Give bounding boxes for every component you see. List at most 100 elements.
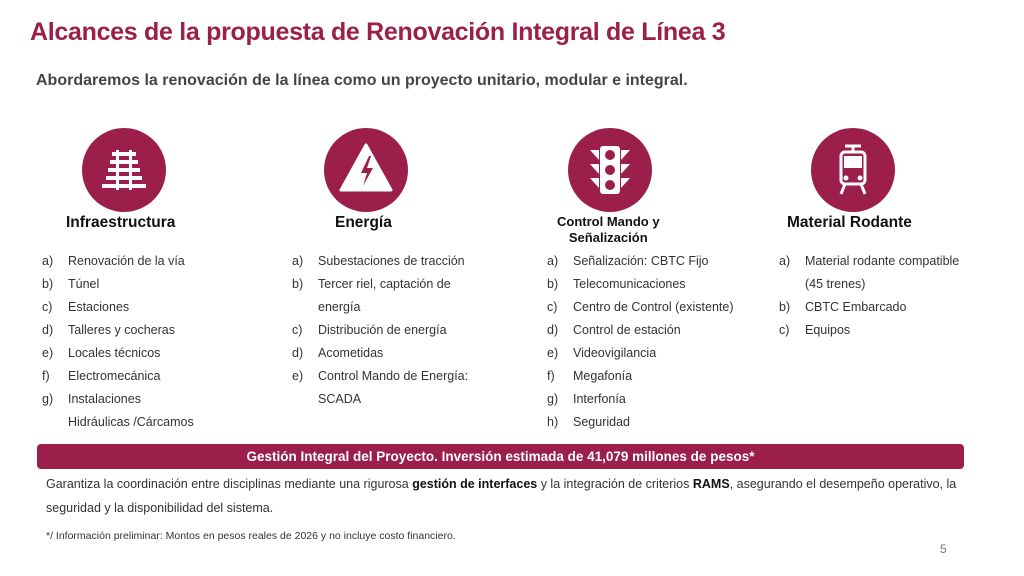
item-text: Estaciones [68,300,130,314]
item-text: Tercer riel, captación de [318,277,451,291]
text-run: y la integración de criterios [537,477,693,491]
item-text: Seguridad [573,415,630,429]
list-item: a) Señalización: CBTC Fijo [547,250,734,273]
item-text: (45 trenes) [805,277,866,291]
list-item: c) Equipos [779,319,959,342]
column-title: Infraestructura [66,214,176,231]
list-item: c) Distribución de energía [292,319,468,342]
item-list: a) Subestaciones de tracción b) Tercer rie… [292,250,468,411]
item-text: Control de estación [573,323,681,337]
item-text: Material rodante compatible [805,254,960,268]
item-list: a) Renovación de la vía b) Túnel c) Estacio… [42,250,194,434]
footnote: */ Información preliminar: Montos en pes… [46,530,456,542]
list-item: b) CBTC Embarcado [779,296,959,319]
item-text: Control Mando de Energía: [318,369,469,383]
item-letter: b) [779,300,791,314]
train-icon [811,128,895,212]
item-letter: f) [42,369,50,383]
list-item: e) Videovigilancia [547,342,734,365]
list-item: energía [292,296,468,319]
item-letter: d) [292,346,304,360]
high-voltage-icon [324,128,408,212]
item-letter: b) [292,277,304,291]
list-item: f) Megafonía [547,365,734,388]
item-text: Electromecánica [68,369,161,383]
investment-banner: Gestión Integral del Proyecto. Inversión… [37,444,964,469]
item-text: Distribución de energía [318,323,447,337]
column-title-line: Señalización [568,230,648,245]
column-title: Energía [335,214,392,231]
item-list: a) Material rodante compatible (45 trenes… [779,250,959,342]
item-text: energía [318,300,361,314]
column-title: Control Mando y Señalización [557,214,660,246]
item-letter: c) [42,300,53,314]
item-letter: b) [42,277,54,291]
item-letter: d) [547,323,559,337]
item-text: Hidráulicas /Cárcamos [68,415,194,429]
item-letter: h) [547,415,559,429]
item-text: Instalaciones [68,392,141,406]
list-item: d) Control de estación [547,319,734,342]
item-text: Megafonía [573,369,633,383]
list-item: g) Interfonía [547,388,734,411]
page-subtitle: Abordaremos la renovación de la línea co… [36,72,688,89]
item-text: Videovigilancia [573,346,657,360]
item-letter: a) [42,254,54,268]
page-title: Alcances de la propuesta de Renovación I… [30,18,726,46]
item-letter: c) [547,300,558,314]
text-run: Garantiza la coordinación entre discipli… [46,477,413,491]
page-number: 5 [940,542,947,556]
item-letter: c) [292,323,303,337]
item-text: Señalización: CBTC Fijo [573,254,709,268]
list-item: h) Seguridad [547,411,734,434]
item-letter: c) [779,323,790,337]
item-letter: a) [547,254,559,268]
description-paragraph: Garantiza la coordinación entre discipli… [46,472,966,520]
item-text: Centro de Control (existente) [573,300,734,314]
item-letter: e) [547,346,559,360]
list-item: a) Subestaciones de tracción [292,250,468,273]
item-list: a) Señalización: CBTC Fijo b) Telecomunica… [547,250,734,434]
item-text: CBTC Embarcado [805,300,907,314]
item-text: Telecomunicaciones [573,277,686,291]
railway-track-icon [82,128,166,212]
item-letter: e) [42,346,54,360]
list-item: b) Telecomunicaciones [547,273,734,296]
list-item: a) Renovación de la vía [42,250,194,273]
item-text: Locales técnicos [68,346,161,360]
item-letter: g) [547,392,559,406]
item-letter: a) [779,254,791,268]
item-letter: g) [42,392,54,406]
item-text: Interfonía [573,392,626,406]
item-text: SCADA [318,392,362,406]
column-title: Material Rodante [787,214,912,231]
list-item: c) Estaciones [42,296,194,319]
bold-text: gestión de interfaces [412,477,538,491]
item-letter: d) [42,323,54,337]
bold-text: RAMS [692,477,730,491]
list-item: f) Electromecánica [42,365,194,388]
list-item: b) Túnel [42,273,194,296]
list-item: e) Locales técnicos [42,342,194,365]
list-item: a) Material rodante compatible [779,250,959,273]
item-letter: f) [547,369,555,383]
item-text: Túnel [68,277,100,291]
list-item: d) Talleres y cocheras [42,319,194,342]
item-text: Talleres y cocheras [68,323,175,337]
item-text: Renovación de la vía [68,254,185,268]
item-letter: a) [292,254,304,268]
list-item: (45 trenes) [779,273,959,296]
list-item: SCADA [292,388,468,411]
item-letter: e) [292,369,304,383]
text-run: , asegurando el desempeño operativo, la … [46,477,957,515]
column-title-line: Control Mando y [557,214,660,229]
list-item: d) Acometidas [292,342,468,365]
item-text: Acometidas [318,346,384,360]
item-letter: b) [547,277,559,291]
item-text: Equipos [805,323,851,337]
list-item: b) Tercer riel, captación de [292,273,468,296]
list-item: c) Centro de Control (existente) [547,296,734,319]
item-text: Subestaciones de tracción [318,254,465,268]
list-item: Hidráulicas /Cárcamos [42,411,194,434]
list-item: e) Control Mando de Energía: [292,365,468,388]
